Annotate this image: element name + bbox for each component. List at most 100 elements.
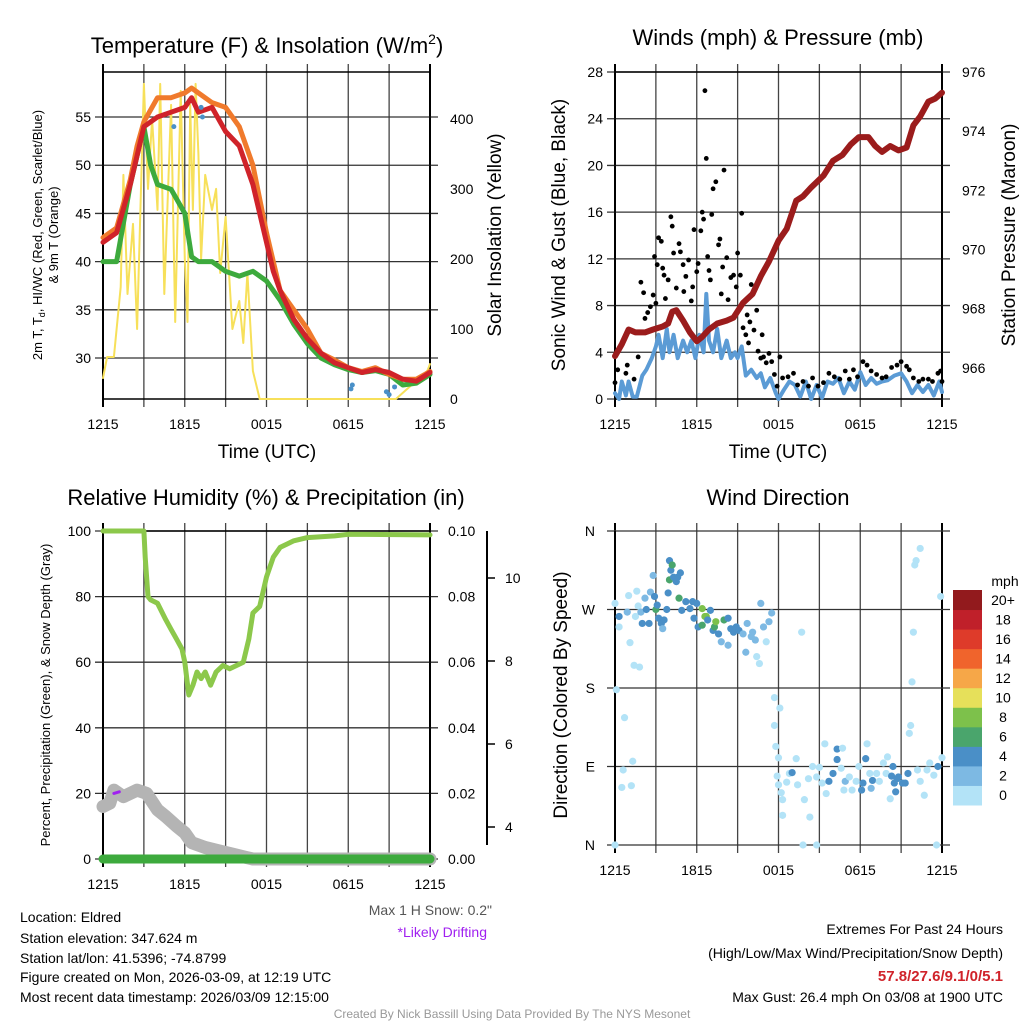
wind-gust-point	[694, 269, 700, 275]
wind-direction-point	[714, 630, 723, 638]
wind-x-tick-label: 1215	[926, 416, 957, 432]
colorbar-swatch	[953, 765, 982, 786]
wind-direction-point	[863, 740, 871, 748]
wind-gust-point	[623, 370, 629, 376]
temp-x-tick-label: 0015	[251, 416, 282, 432]
wind-direction-point	[818, 779, 826, 787]
rh-x-tick-label: 1815	[169, 876, 200, 892]
wind-gust-point	[777, 354, 783, 360]
wind-gust-point	[631, 376, 637, 382]
wind-direction-point	[886, 795, 894, 803]
rh-x-tick-label: 0015	[251, 876, 282, 892]
wind-direction-point	[620, 714, 629, 722]
wind-y-tick-label: 24	[587, 111, 603, 127]
temp-x-tick-label: 1215	[414, 416, 445, 432]
direction-y-tick-label: N	[585, 837, 595, 853]
wind-direction-point	[743, 619, 751, 628]
wind-gust-point	[615, 367, 621, 373]
colorbar-label: 16	[995, 631, 1011, 647]
wind-direction-point	[793, 781, 802, 789]
wind-gust-point	[701, 216, 706, 222]
wind-gust-point	[624, 362, 630, 368]
location-info: Location: Eldred	[20, 909, 121, 925]
wind-direction-point	[698, 621, 706, 629]
wind-gust-point	[638, 279, 644, 285]
wind-direction-point	[916, 544, 924, 553]
colorbar-label: 0	[999, 787, 1007, 803]
wind-direction-point	[815, 763, 823, 771]
wind-gust-point	[831, 374, 837, 380]
wind-gust-point	[695, 261, 701, 266]
latlon-info: Station lat/lon: 41.5396; -74.8799	[20, 950, 226, 966]
temp-y-tick-label: 50	[75, 157, 91, 173]
wind-chart-title: Winds (mph) & Pressure (mb)	[633, 25, 924, 50]
wind-gust-point	[680, 262, 686, 268]
wind-direction-point	[938, 754, 946, 762]
wind-direction-point	[894, 773, 903, 781]
wind-direction-point	[833, 745, 841, 753]
heat-index-windchill-point	[348, 386, 354, 392]
heat-index-windchill-point	[392, 384, 398, 390]
wind-direction-point	[829, 769, 837, 778]
wind-direction-point	[627, 782, 635, 790]
wind-gust-point	[645, 310, 651, 315]
max-1h-snow: Max 1 H Snow: 0.2"	[369, 902, 492, 918]
wind-gust-point	[702, 88, 708, 94]
wind-gust-point	[855, 374, 860, 380]
wind-x-tick-label: 1215	[599, 416, 630, 432]
wind-direction-point	[634, 602, 642, 610]
wind-gust-point	[710, 186, 716, 192]
likely-drifting-marker	[112, 790, 121, 795]
snow-depth-tick-label: 8	[505, 653, 513, 669]
wind-gust-point	[673, 285, 679, 291]
wind-direction-point	[615, 612, 623, 621]
wind-direction-point	[770, 721, 779, 730]
direction-x-tick-label: 0615	[845, 862, 876, 878]
wind-direction-point	[611, 841, 619, 849]
wind-gust-point	[754, 307, 760, 313]
direction-y-tick-label: E	[586, 759, 595, 775]
wind-direction-point	[675, 594, 683, 602]
rh-y-tick-label: 20	[75, 785, 91, 801]
wind-direction-point	[751, 636, 759, 644]
wind-direction-point	[838, 744, 847, 752]
wind-gust-point	[904, 363, 909, 369]
wind-y-tick-label: 8	[595, 298, 603, 314]
colorbar-label: 6	[999, 729, 1007, 745]
wind-gust-point	[780, 375, 785, 381]
wind-gust-point	[874, 372, 879, 377]
wind-direction-point	[821, 740, 829, 748]
rh-y-label: Percent, Precipitation (Green), & Snow D…	[38, 544, 53, 847]
heat-index-windchill-point	[349, 382, 355, 388]
heat-index-windchill-point	[386, 392, 392, 398]
wind-direction-point	[837, 764, 845, 772]
wind-direction-point	[762, 638, 770, 646]
colorbar-swatch	[953, 590, 982, 611]
wind-direction-point	[862, 755, 870, 763]
wind-gust-point	[678, 249, 683, 255]
wind-gust-point	[821, 380, 826, 386]
wind-direction-point	[934, 762, 942, 771]
wind-direction-point	[840, 786, 848, 794]
wind-direction-point	[773, 772, 781, 780]
wind-gust-point	[759, 332, 765, 338]
wind-direction-point	[641, 594, 649, 602]
wind-direction-point	[742, 648, 750, 656]
wind-gust-point	[894, 362, 900, 368]
wind-gust-point	[669, 223, 675, 229]
wind-direction-point	[913, 766, 922, 774]
direction-y-tick-label: N	[585, 523, 595, 539]
wind-direction-point	[772, 742, 780, 751]
direction-y-tick-label: W	[582, 602, 596, 618]
temp-x-label: Time (UTC)	[218, 442, 317, 463]
rh-x-tick-label: 1215	[414, 876, 445, 892]
wind-gust-point	[650, 292, 656, 298]
wind-gust-point	[743, 332, 749, 338]
temp-y-tick-label: 35	[75, 302, 91, 318]
solar-y-tick-label: 400	[450, 111, 474, 127]
wind-direction-point	[882, 769, 890, 778]
wind-direction-point	[774, 754, 783, 762]
wind-direction-point	[813, 773, 821, 781]
wind-gust-point	[851, 367, 856, 373]
